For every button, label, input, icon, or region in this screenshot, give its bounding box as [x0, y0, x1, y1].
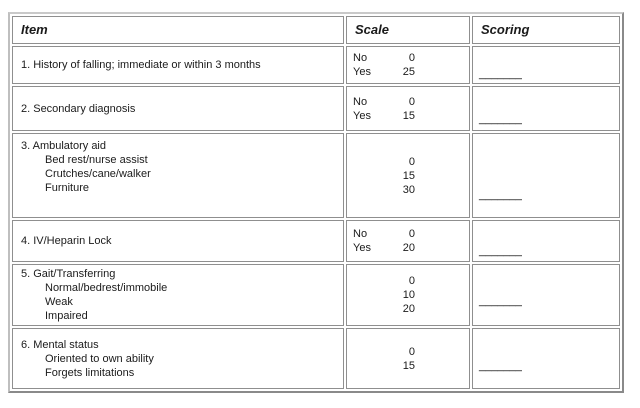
- item-sub-line: Impaired: [45, 310, 88, 322]
- scale-option: 0: [353, 345, 469, 359]
- scale-option-label: [353, 155, 395, 169]
- item-title: 1. History of falling; immediate or with…: [21, 59, 261, 71]
- item-cell: 5. Gait/Transferring Normal/bedrest/immo…: [12, 264, 344, 326]
- scale-cell: No 0 Yes 15: [346, 86, 470, 131]
- scale-option: Yes 25: [353, 65, 469, 79]
- scale-option-value: 15: [402, 109, 415, 122]
- scale-option-label: [353, 345, 395, 359]
- scale-option: No 0: [353, 95, 469, 109]
- scale-option-value: 0: [408, 52, 415, 64]
- scale-options: No 0 Yes 15: [353, 95, 469, 123]
- item-title: 4. IV/Heparin Lock: [21, 235, 112, 247]
- scale-option-value: 20: [402, 242, 415, 254]
- scale-option-label: [353, 183, 395, 197]
- scale-option-label: Yes: [353, 242, 371, 254]
- scale-option-label: [353, 302, 395, 316]
- item-cell: 6. Mental status Oriented to own ability…: [12, 328, 344, 389]
- scoring-blank-line: _______: [479, 189, 522, 201]
- item-sub-line: Furniture: [45, 182, 90, 194]
- scale-options: 0 10 20: [353, 274, 469, 316]
- scoring-blank-line: _______: [479, 360, 522, 372]
- scoring-cell: _______: [472, 264, 620, 326]
- scale-option: 30: [353, 183, 469, 197]
- header-scale: Scale: [346, 16, 470, 44]
- item-title: 3. Ambulatory aid: [21, 140, 106, 152]
- scale-option-value: 0: [408, 95, 415, 108]
- item-sub-line: Weak: [45, 296, 73, 308]
- scale-option: Yes 20: [353, 241, 469, 255]
- item-title: 6. Mental status: [21, 338, 99, 351]
- scale-option-value: 0: [408, 155, 415, 168]
- scale-option-label: [353, 169, 395, 183]
- fall-scale-table: Item Scale Scoring 1. History of falling…: [8, 12, 624, 393]
- table-row: 2. Secondary diagnosis No 0 Yes 15 _______: [12, 86, 620, 131]
- table-row: 6. Mental status Oriented to own ability…: [12, 328, 620, 389]
- scale-option-label: No: [353, 52, 368, 64]
- scale-option-value: 15: [402, 359, 415, 372]
- scale-option: No 0: [353, 51, 469, 65]
- scoring-blank-line: _______: [479, 295, 522, 307]
- item-sub-line: Bed rest/nurse assist: [45, 154, 148, 166]
- item-sub-line: Oriented to own ability: [45, 352, 154, 365]
- scoring-cell: _______: [472, 220, 620, 262]
- item-sub-line: Crutches/cane/walker: [45, 168, 151, 180]
- scale-option-label: No: [353, 228, 368, 240]
- scale-option-value: 10: [402, 289, 415, 301]
- scale-option: 15: [353, 359, 469, 373]
- scale-option-label: [353, 288, 395, 302]
- scale-cell: 0 10 20: [346, 264, 470, 326]
- scale-option-label: [353, 274, 395, 288]
- scoring-blank-line: _______: [479, 245, 522, 257]
- scale-option-label: Yes: [353, 66, 371, 78]
- scale-option-label: Yes: [353, 109, 371, 122]
- scale-option: Yes 15: [353, 109, 469, 123]
- header-item: Item: [12, 16, 344, 44]
- table-row: 4. IV/Heparin Lock No 0 Yes 20 _______: [12, 220, 620, 262]
- scoring-cell: _______: [472, 133, 620, 218]
- scale-option-value: 20: [402, 303, 415, 315]
- scale-option-value: 25: [402, 66, 415, 78]
- scale-option-label: [353, 359, 395, 373]
- item-sub-line: Normal/bedrest/immobile: [45, 282, 168, 294]
- scale-options: No 0 Yes 20: [353, 227, 469, 255]
- item-title: 2. Secondary diagnosis: [21, 102, 136, 115]
- scale-cell: 0 15: [346, 328, 470, 389]
- scale-option-value: 30: [402, 183, 415, 196]
- table-row: 5. Gait/Transferring Normal/bedrest/immo…: [12, 264, 620, 326]
- item-title: 5. Gait/Transferring: [21, 268, 116, 280]
- scoring-cell: _______: [472, 86, 620, 131]
- scale-options: No 0 Yes 25: [353, 51, 469, 79]
- item-cell: 4. IV/Heparin Lock: [12, 220, 344, 262]
- scale-option: 20: [353, 302, 469, 316]
- scale-option: 10: [353, 288, 469, 302]
- table-header-row: Item Scale Scoring: [12, 16, 620, 44]
- header-scoring: Scoring: [472, 16, 620, 44]
- scale-option: No 0: [353, 227, 469, 241]
- scale-option-value: 15: [402, 169, 415, 182]
- scale-option: 0: [353, 274, 469, 288]
- scale-option-value: 0: [408, 345, 415, 358]
- scale-option-label: No: [353, 95, 368, 108]
- item-cell: 3. Ambulatory aid Bed rest/nurse assist C…: [12, 133, 344, 218]
- scoring-cell: _______: [472, 328, 620, 389]
- table-row: 3. Ambulatory aid Bed rest/nurse assist C…: [12, 133, 620, 218]
- scale-cell: No 0 Yes 20: [346, 220, 470, 262]
- scale-options: 0 15 30: [353, 155, 469, 197]
- scale-option-value: 0: [408, 228, 415, 240]
- table-row: 1. History of falling; immediate or with…: [12, 46, 620, 84]
- scale-options: 0 15: [353, 345, 469, 373]
- scale-option: 15: [353, 169, 469, 183]
- scoring-cell: _______: [472, 46, 620, 84]
- scale-cell: 0 15 30: [346, 133, 470, 218]
- item-cell: 1. History of falling; immediate or with…: [12, 46, 344, 84]
- scoring-blank-line: _______: [479, 68, 522, 80]
- item-sub-line: Forgets limitations: [45, 366, 135, 379]
- scoring-blank-line: _______: [479, 113, 522, 125]
- scale-option: 0: [353, 155, 469, 169]
- scale-cell: No 0 Yes 25: [346, 46, 470, 84]
- scale-option-value: 0: [408, 275, 415, 287]
- item-cell: 2. Secondary diagnosis: [12, 86, 344, 131]
